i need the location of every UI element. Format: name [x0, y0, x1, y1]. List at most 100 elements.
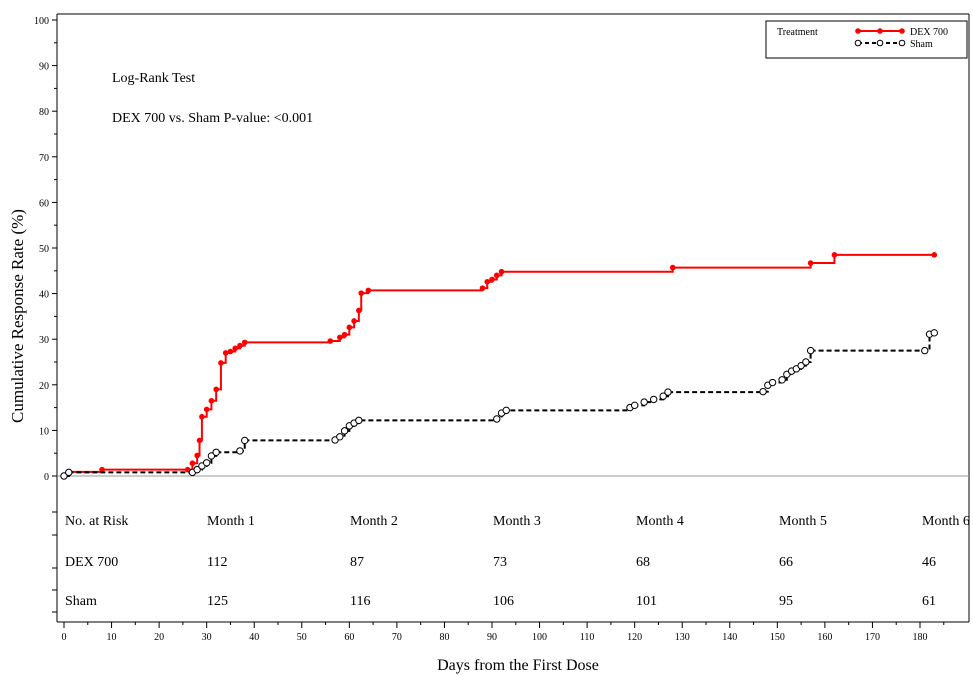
risk-row-label-1: Sham [65, 594, 97, 609]
series-1-point-5 [202, 459, 211, 467]
series-1-point-16 [493, 415, 501, 423]
risk-col-header-2: Month 3 [493, 514, 541, 529]
series-0-point-13 [227, 348, 234, 355]
series-1-point-0 [60, 472, 68, 480]
series-1-point-24 [664, 388, 672, 396]
legend-marker-0-2 [899, 28, 905, 34]
x-tick-label-140: 140 [722, 632, 737, 643]
risk-cell-1-1: 116 [350, 594, 370, 609]
x-tick-label-10: 10 [107, 632, 117, 643]
series-0-point-10 [213, 386, 219, 393]
series-0-point-29 [498, 268, 505, 275]
series-1-point-33 [802, 358, 810, 366]
x-tick-label-40: 40 [249, 632, 259, 643]
y-tick-label-80: 80 [39, 107, 49, 118]
series-0-point-18 [337, 334, 343, 341]
series-1-point-35 [921, 346, 929, 355]
y-tick-label-100: 100 [34, 16, 49, 27]
y-tick-label-90: 90 [39, 62, 49, 73]
legend-title: Treatment [777, 27, 818, 38]
series-0-point-7 [199, 413, 205, 420]
series-0-point-6 [196, 437, 203, 444]
series-0-point-15 [237, 342, 243, 349]
legend-marker-1-2 [898, 39, 906, 47]
plot-frame [56, 13, 970, 623]
x-axis-label: Days from the First Dose [437, 657, 599, 674]
series-0-point-26 [484, 278, 491, 285]
series-1-point-37 [930, 329, 938, 337]
x-tick-label-70: 70 [392, 632, 402, 643]
series-1-point-23 [659, 392, 667, 400]
risk-table-header: No. at Risk [65, 514, 128, 529]
series-1-point-1 [65, 468, 73, 477]
series-1-point-32 [797, 361, 805, 370]
series-0-point-25 [479, 285, 486, 291]
x-tick-label-30: 30 [202, 632, 212, 643]
risk-row-label-0: DEX 700 [65, 555, 118, 570]
annotation-pvalue: DEX 700 vs. Sham P-value: <0.001 [112, 111, 313, 126]
series-0-point-23 [358, 290, 365, 296]
risk-cell-0-5: 46 [922, 555, 936, 570]
series-layer [60, 252, 938, 480]
risk-col-header-4: Month 5 [779, 514, 827, 529]
series-0-point-16 [241, 339, 248, 346]
risk-table-rows: DEX 700 112 87 73 68 66 46 Sham 125 116 106 101 95 61 [65, 555, 936, 609]
legend-marker-0-1 [877, 28, 883, 34]
risk-cell-0-0: 112 [207, 555, 227, 570]
series-1-point-11 [336, 433, 344, 441]
x-tick-label-50: 50 [297, 632, 307, 643]
series-1-point-34 [806, 346, 815, 355]
series-1-point-7 [212, 448, 220, 456]
x-tick-label-60: 60 [344, 632, 354, 643]
series-1-point-12 [340, 427, 349, 435]
series-0-point-33 [931, 252, 938, 258]
series-1-point-15 [355, 416, 363, 425]
legend-marker-1-0 [854, 39, 862, 47]
legend-marker-0-0 [855, 28, 861, 34]
risk-cell-1-0: 125 [207, 594, 228, 609]
x-axis: 0 10 20 30 40 50 60 70 80 90 100 110 120 130 140 150 160… [62, 622, 945, 643]
y-tick-label-30: 30 [39, 335, 49, 346]
risk-cell-0-2: 73 [493, 555, 507, 570]
series-0-point-32 [831, 252, 838, 258]
legend-box [765, 20, 968, 59]
risk-cell-1-3: 101 [636, 594, 657, 609]
y-tick-label-40: 40 [39, 290, 49, 301]
series-1-point-22 [649, 395, 658, 404]
series-0-point-8 [203, 406, 210, 413]
series-0-point-12 [222, 350, 229, 356]
x-tick-label-180: 180 [913, 632, 928, 643]
series-0-point-4 [189, 460, 196, 467]
series-0-point-9 [208, 397, 215, 404]
x-tick-label-150: 150 [770, 632, 785, 643]
series-0-point-5 [194, 452, 200, 459]
legend-label-0: DEX 700 [910, 27, 948, 38]
series-1-point-27 [768, 378, 777, 387]
series-0-point-2 [99, 466, 105, 473]
series-0-point-21 [351, 318, 357, 324]
risk-cell-1-5: 61 [922, 594, 936, 609]
series-1-point-6 [207, 452, 216, 460]
risk-cell-1-2: 106 [493, 594, 514, 609]
risk-cell-0-4: 66 [779, 555, 793, 570]
risk-cell-1-4: 95 [779, 594, 793, 609]
series-1-point-9 [241, 436, 249, 445]
x-tick-label-120: 120 [627, 632, 642, 643]
annotation-test-name: Log-Rank Test [112, 71, 195, 86]
y-tick-label-10: 10 [39, 426, 49, 437]
series-1-point-20 [630, 401, 639, 410]
series-0-point-24 [365, 287, 372, 294]
series-0-point-14 [232, 345, 238, 352]
risk-table-columns: Month 1 Month 2 Month 3 Month 4 Month 5 Month… [207, 514, 970, 529]
series-1-point-8 [236, 447, 244, 455]
series-1-point-25 [759, 387, 767, 396]
x-tick-label-110: 110 [580, 632, 595, 643]
y-tick-label-0: 0 [44, 472, 49, 483]
x-tick-label-80: 80 [439, 632, 449, 643]
x-tick-label-0: 0 [62, 632, 67, 643]
risk-table: No. at Risk Month 1 Month 2 Month 3 Month 4… [65, 514, 970, 609]
series-0-point-17 [327, 338, 334, 344]
x-tick-label-90: 90 [487, 632, 497, 643]
x-tick-label-170: 170 [865, 632, 880, 643]
